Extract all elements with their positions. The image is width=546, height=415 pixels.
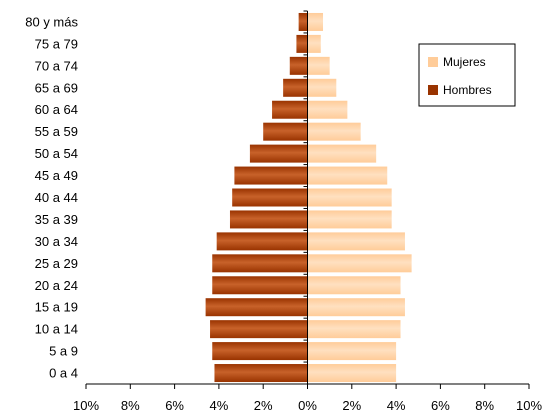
bar-mujeres bbox=[307, 188, 392, 207]
y-tick-label: 75 a 79 bbox=[35, 36, 78, 51]
bar-mujeres bbox=[307, 34, 321, 53]
bar-hombres bbox=[283, 78, 308, 97]
bar-mujeres bbox=[307, 254, 412, 273]
bar-hombres bbox=[232, 188, 308, 207]
bar-hombres bbox=[263, 122, 308, 141]
y-tick-label: 35 a 39 bbox=[35, 212, 78, 227]
y-tick-label: 50 a 54 bbox=[35, 146, 78, 161]
bar-mujeres bbox=[307, 78, 337, 97]
bar-hombres bbox=[212, 342, 308, 361]
x-tick-label: 6% bbox=[165, 398, 184, 413]
y-tick-label: 20 a 24 bbox=[35, 278, 78, 293]
bar-hombres bbox=[289, 56, 308, 75]
y-tick-label: 5 a 9 bbox=[49, 344, 78, 359]
legend-label-mujeres: Mujeres bbox=[443, 55, 486, 69]
bar-mujeres bbox=[307, 100, 348, 119]
y-axis-tick-labels: 0 a 4 5 a 9 10 a 14 15 a 19 20 a 24 25 a 29 30… bbox=[25, 14, 78, 380]
bar-mujeres bbox=[307, 232, 405, 251]
bar-mujeres bbox=[307, 56, 330, 75]
bar-hombres bbox=[234, 166, 308, 185]
bar-mujeres bbox=[307, 364, 397, 383]
bar-mujeres bbox=[307, 12, 324, 31]
bar-hombres bbox=[229, 210, 308, 229]
x-tick-label: 6% bbox=[431, 398, 450, 413]
bar-mujeres bbox=[307, 320, 401, 339]
bar-hombres bbox=[298, 12, 308, 31]
bar-mujeres bbox=[307, 122, 361, 141]
bar-mujeres bbox=[307, 166, 388, 185]
y-tick-label: 60 a 64 bbox=[35, 102, 78, 117]
bar-mujeres bbox=[307, 342, 397, 361]
bar-hombres bbox=[210, 320, 308, 339]
bar-hombres bbox=[296, 34, 308, 53]
bar-mujeres bbox=[307, 144, 377, 163]
bar-hombres bbox=[212, 276, 308, 295]
bar-hombres bbox=[249, 144, 308, 163]
bar-hombres bbox=[214, 364, 308, 383]
y-tick-label: 55 a 59 bbox=[35, 124, 78, 139]
y-tick-label: 70 a 74 bbox=[35, 58, 78, 73]
bar-hombres bbox=[205, 298, 308, 317]
x-tick-label: 2% bbox=[342, 398, 361, 413]
bar-hombres bbox=[212, 254, 308, 273]
bar-mujeres bbox=[307, 298, 405, 317]
bar-hombres bbox=[216, 232, 308, 251]
axes bbox=[85, 10, 530, 389]
y-tick-label: 40 a 44 bbox=[35, 190, 78, 205]
x-tick-label: 4% bbox=[387, 398, 406, 413]
legend-box bbox=[418, 43, 516, 107]
y-tick-label: 45 a 49 bbox=[35, 168, 78, 183]
y-tick-label: 65 a 69 bbox=[35, 80, 78, 95]
bars-mujeres bbox=[307, 12, 412, 383]
y-tick-label: 15 a 19 bbox=[35, 300, 78, 315]
x-tick-label: 8% bbox=[121, 398, 140, 413]
legend: Mujeres Hombres bbox=[418, 43, 516, 107]
x-tick-label: 2% bbox=[254, 398, 273, 413]
x-tick-label: 10% bbox=[516, 398, 542, 413]
x-tick-label: 0% bbox=[298, 398, 317, 413]
y-tick-label: 0 a 4 bbox=[49, 366, 78, 381]
bar-mujeres bbox=[307, 210, 392, 229]
y-tick-label: 10 a 14 bbox=[35, 322, 78, 337]
bars-hombres bbox=[205, 12, 308, 383]
bar-hombres bbox=[272, 100, 308, 119]
y-tick-label: 80 y más bbox=[25, 14, 78, 29]
legend-swatch-mujeres bbox=[428, 57, 438, 67]
x-tick-label: 10% bbox=[73, 398, 99, 413]
legend-swatch-hombres bbox=[428, 85, 438, 95]
bar-mujeres bbox=[307, 276, 401, 295]
y-tick-label: 25 a 29 bbox=[35, 256, 78, 271]
y-tick-label: 30 a 34 bbox=[35, 234, 78, 249]
x-tick-label: 4% bbox=[210, 398, 229, 413]
x-tick-label: 8% bbox=[475, 398, 494, 413]
legend-label-hombres: Hombres bbox=[443, 83, 492, 97]
x-axis-tick-labels: 10% 8% 6% 4% 2% 0% 2% 4% 6% 8% 10% bbox=[73, 398, 542, 413]
